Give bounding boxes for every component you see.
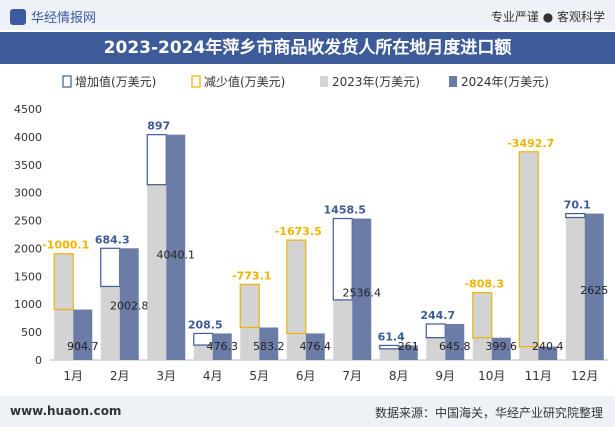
x-tick-label: 9月: [435, 369, 455, 383]
bar-2024: [491, 337, 511, 360]
x-tick-label: 6月: [296, 369, 316, 383]
legend-swatch-decrease: [191, 75, 201, 88]
bar-2023: [240, 284, 260, 360]
change-box-increase: [565, 212, 586, 219]
value-label-2024: 399.6: [486, 340, 518, 353]
change-box-decrease: [286, 239, 307, 335]
change-label: 897: [147, 120, 170, 133]
tagline: 专业严谨 ● 客观科学: [490, 10, 605, 24]
change-label: 684.3: [95, 233, 130, 246]
change-label: 61.4: [378, 330, 405, 343]
chart: 0 500 1000 1500 2000 2500 3000 3500 4000 4500 增加值(…: [14, 74, 608, 383]
y-tick-label: 3500: [14, 159, 42, 172]
value-label-2024: 4040.1: [157, 249, 196, 262]
brand: 华经情报网: [10, 7, 96, 26]
change-box-decrease: [53, 253, 74, 311]
value-label-2024: 2536.4: [343, 286, 382, 299]
footer-bar: www.huaon.com 数据来源：中国海关，华经产业研究院整理: [0, 396, 615, 427]
bar-2024: [119, 248, 139, 360]
value-label-2024: 240.4: [532, 340, 564, 353]
bar-2024: [73, 309, 93, 360]
chart-title: 2023-2024年萍乡市商品收发货人所在地月度进口额: [0, 32, 615, 64]
y-tick-label: 3000: [14, 187, 42, 200]
legend-label: 2024年(万美元): [461, 75, 549, 89]
bar-2024: [538, 346, 558, 360]
x-tick-label: 10月: [478, 369, 505, 383]
bar-2023: [426, 337, 446, 360]
x-tick-label: 7月: [342, 369, 362, 383]
change-label: -808.3: [465, 278, 504, 291]
y-tick-label: 0: [35, 354, 42, 367]
bar-2023: [565, 217, 585, 360]
change-box-decrease: [472, 292, 493, 339]
y-tick-label: 1500: [14, 270, 42, 283]
x-tick-label: 1月: [63, 369, 83, 383]
change-label: -1000.1: [42, 239, 89, 252]
bar-2023: [193, 345, 213, 360]
bar-2024: [352, 218, 372, 360]
y-tick-label: 2500: [14, 215, 42, 228]
brand-logo-icon: [10, 8, 26, 25]
value-label-2024: 261: [398, 340, 419, 353]
y-tick-label: 500: [21, 326, 42, 339]
legend-label: 增加值(万美元): [75, 74, 156, 89]
brand-name: 华经情报网: [31, 11, 97, 26]
x-tick-label: 3月: [156, 369, 176, 383]
x-tick-label: 4月: [203, 369, 223, 383]
legend-label: 2023年(万美元): [332, 75, 420, 89]
value-label-2024: 476.4: [300, 340, 332, 353]
site-url: www.huaon.com: [10, 404, 122, 418]
bar-2024: [212, 333, 232, 360]
y-tick-label: 4000: [14, 131, 42, 144]
bar-2023: [286, 240, 306, 360]
legend-swatch-y24: [449, 76, 457, 87]
x-tick-label: 12月: [571, 369, 598, 383]
x-tick-label: 5月: [249, 369, 269, 383]
bar-2024: [584, 213, 604, 360]
bar-2024: [398, 345, 418, 360]
value-label-2024: 2625: [580, 284, 608, 297]
bar-2023: [379, 348, 399, 360]
change-box-increase: [146, 134, 167, 186]
change-label: 244.7: [420, 309, 455, 322]
bar-2024: [166, 134, 186, 360]
y-tick-label: 4500: [14, 103, 42, 116]
bar-2023: [519, 151, 539, 360]
change-label: -773.1: [232, 269, 271, 282]
value-label-2024: 904.7: [67, 340, 99, 353]
x-tick-label: 8月: [389, 369, 409, 383]
change-label: 208.5: [188, 318, 223, 331]
change-box-decrease: [518, 151, 539, 348]
value-label-2024: 476.3: [207, 340, 239, 353]
y-tick-label: 1000: [14, 298, 42, 311]
value-label-2024: 2002.8: [110, 300, 149, 313]
value-label-2024: 583.2: [253, 340, 285, 353]
top-bar: 华经情报网 专业严谨 ● 客观科学: [0, 0, 615, 30]
legend-swatch-increase: [62, 75, 72, 88]
change-box-increase: [379, 344, 400, 350]
x-tick-label: 2月: [110, 369, 130, 383]
change-box-increase: [425, 323, 446, 339]
y-tick-label: 2000: [14, 242, 42, 255]
change-box-decrease: [239, 283, 260, 329]
value-label-2024: 645.8: [439, 340, 471, 353]
data-source: 数据来源：中国海关，华经产业研究院整理: [374, 406, 603, 420]
change-label: 1458.5: [324, 204, 366, 217]
legend-swatch-y23: [320, 76, 328, 87]
bar-2023: [100, 286, 120, 360]
bar-2023: [54, 253, 74, 360]
bar-2024: [445, 323, 465, 360]
x-tick-label: 11月: [525, 369, 552, 383]
bar-2024: [305, 333, 325, 360]
change-label: 70.1: [564, 199, 591, 212]
bar-2023: [333, 299, 353, 360]
change-label: -3492.7: [507, 137, 554, 150]
bar-2023: [472, 292, 492, 360]
bar-2023: [147, 184, 167, 360]
change-label: -1673.5: [275, 225, 322, 238]
bar-2024: [259, 327, 279, 360]
legend-label: 减少值(万美元): [204, 74, 285, 89]
change-box-increase: [100, 247, 121, 288]
